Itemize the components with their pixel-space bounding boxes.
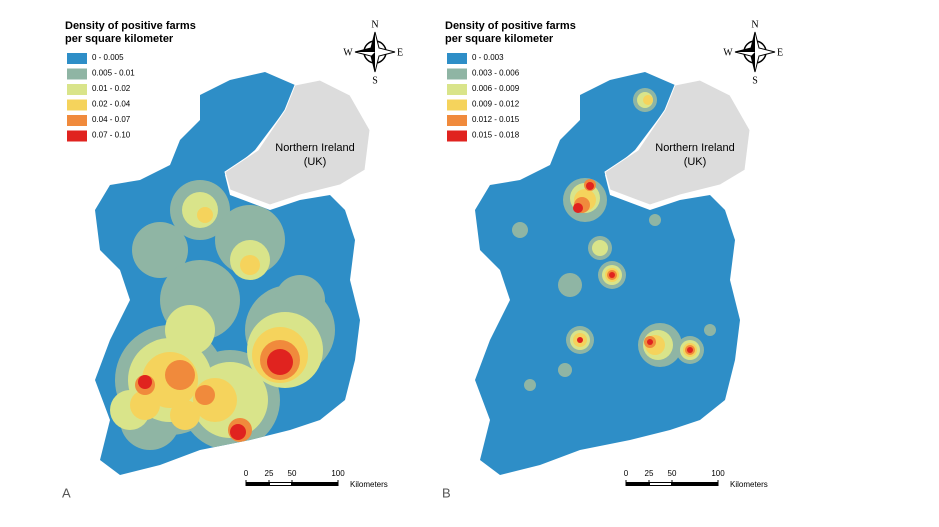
scale-unit: Kilometers xyxy=(350,480,388,489)
heatmap xyxy=(110,180,335,450)
legend-label: 0.015 - 0.018 xyxy=(472,131,520,140)
legend-label: 0.01 - 0.02 xyxy=(92,84,131,93)
legend-label: 0.006 - 0.009 xyxy=(472,84,520,93)
legend-swatch xyxy=(67,84,87,95)
hotspot xyxy=(512,222,528,238)
legend-label: 0 - 0.003 xyxy=(472,53,504,62)
hotspot xyxy=(230,424,246,440)
hotspot xyxy=(592,240,608,256)
legend-title: Density of positive farms xyxy=(65,20,196,32)
hotspot xyxy=(240,255,260,275)
hotspot xyxy=(609,272,615,278)
legend-swatch xyxy=(67,68,87,80)
legend-label: 0.02 - 0.04 xyxy=(92,100,131,109)
region-label: (UK) xyxy=(684,156,707,168)
legend-label: 0.012 - 0.015 xyxy=(472,115,520,124)
hotspot xyxy=(586,182,594,190)
legend-swatch xyxy=(67,130,87,142)
compass-letter: S xyxy=(372,75,378,86)
legend-swatch xyxy=(447,84,467,95)
legend-title: per square kilometer xyxy=(445,33,554,45)
compass-letter: W xyxy=(343,47,353,58)
hotspot xyxy=(649,214,661,226)
legend-swatch xyxy=(447,53,467,64)
scale-label: 0 xyxy=(244,469,249,478)
compass-star-dark xyxy=(355,32,395,72)
legend-label: 0.07 - 0.10 xyxy=(92,131,131,140)
compass-star-dark xyxy=(735,32,775,72)
hotspot xyxy=(195,385,215,405)
legend-title: per square kilometer xyxy=(65,33,174,45)
scale-label: 50 xyxy=(288,469,297,478)
panel-label: A xyxy=(62,485,71,500)
legend-swatch xyxy=(447,130,467,142)
northern-ireland xyxy=(604,79,751,206)
hotspot xyxy=(197,207,213,223)
hotspot xyxy=(132,222,188,278)
region-label: Northern Ireland xyxy=(275,142,355,154)
hotspot xyxy=(704,324,716,336)
legend-swatch xyxy=(447,115,467,126)
hotspot xyxy=(687,347,693,353)
hotspot xyxy=(165,305,215,355)
scale-label: 100 xyxy=(711,469,725,478)
scale-bar-segment xyxy=(270,483,291,485)
region-label: (UK) xyxy=(304,156,327,168)
legend-swatch xyxy=(447,99,467,111)
legend-label: 0.04 - 0.07 xyxy=(92,115,131,124)
compass-letter: W xyxy=(723,47,733,58)
legend-label: 0 - 0.005 xyxy=(92,53,124,62)
hotspot xyxy=(643,95,653,105)
hotspot xyxy=(558,273,582,297)
region-label: Northern Ireland xyxy=(655,142,735,154)
scale-label: 50 xyxy=(668,469,677,478)
hotspot xyxy=(165,360,195,390)
panel-label: B xyxy=(442,485,451,500)
legend-title: Density of positive farms xyxy=(445,20,576,32)
legend-label: 0.009 - 0.012 xyxy=(472,100,520,109)
legend-swatch xyxy=(67,115,87,126)
hotspot xyxy=(130,390,160,420)
map-panel: Northern Ireland (UK) Density of positive … xyxy=(442,19,783,500)
legend-label: 0.003 - 0.006 xyxy=(472,69,520,78)
hotspot xyxy=(558,363,572,377)
compass-letter: N xyxy=(371,19,378,30)
hotspot xyxy=(647,339,653,345)
compass-letter: E xyxy=(777,47,783,58)
scale-unit: Kilometers xyxy=(730,480,768,489)
map-panel: Northern Ireland (UK) Density of positive … xyxy=(62,19,403,500)
scale-label: 25 xyxy=(645,469,654,478)
scale-label: 100 xyxy=(331,469,345,478)
compass-letter: N xyxy=(751,19,758,30)
compass-letter: E xyxy=(397,47,403,58)
scale-label: 25 xyxy=(265,469,274,478)
northern-ireland xyxy=(224,79,371,206)
legend-label: 0.005 - 0.01 xyxy=(92,69,135,78)
legend-swatch xyxy=(67,53,87,64)
compass-letter: S xyxy=(752,75,758,86)
hotspot xyxy=(573,203,583,213)
scale-bar-segment xyxy=(650,483,671,485)
legend-swatch xyxy=(447,68,467,80)
hotspot xyxy=(170,400,200,430)
hotspot xyxy=(577,337,583,343)
scale-label: 0 xyxy=(624,469,629,478)
heatmap xyxy=(512,88,716,391)
hotspot xyxy=(267,349,293,375)
legend-swatch xyxy=(67,99,87,111)
hotspot xyxy=(138,375,152,389)
hotspot xyxy=(524,379,536,391)
